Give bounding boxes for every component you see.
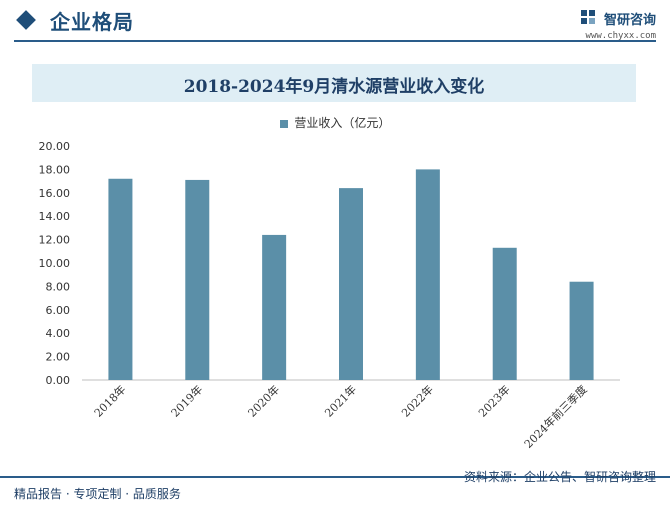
bar [492,247,517,380]
chart-title: 2018-2024年9月清水源营业收入变化 [183,77,485,97]
chart-title-band: 2018-2024年9月清水源营业收入变化 [32,64,636,102]
legend-swatch [279,119,288,128]
bar [185,179,210,380]
x-tick-label: 2020年 [245,382,282,419]
logo-name: 智研咨询 [603,13,656,28]
bar [339,188,363,380]
bar [108,178,133,380]
y-tick-label: 20.00 [39,140,71,153]
footer-tagline: 精品报告 · 专项定制 · 品质服务 [14,487,181,501]
header-divider [14,40,656,42]
logo-icon [580,9,596,29]
bar [415,169,440,380]
y-tick-label: 18.00 [39,163,71,176]
bar [569,281,594,380]
y-tick-label: 4.00 [46,327,71,340]
chart-legend: 营业收入（亿元） [0,114,670,131]
y-tick-label: 0.00 [46,374,71,387]
legend-label: 营业收入（亿元） [294,116,391,130]
y-tick-label: 12.00 [39,234,71,247]
footer-divider [0,476,670,478]
x-tick-label: 2019年 [168,382,205,419]
x-tick-label: 2018年 [91,382,128,419]
bar-chart: 0.00 2.00 4.00 6.00 8.00 10.00 12.00 14.00 16.00… [39,140,620,451]
y-tick-label: 16.00 [39,187,71,200]
data-source: 资料来源：企业公告、智研咨询整理 [463,470,656,484]
header: 企业格局 智研咨询 www.chyxx.com [0,0,670,44]
logo-url: www.chyxx.com [585,30,656,41]
y-tick-label: 6.00 [46,304,71,317]
y-tick-label: 8.00 [46,280,71,293]
y-tick-label: 10.00 [39,257,71,270]
x-tick-label: 2021年 [322,382,359,419]
y-tick-label: 14.00 [39,210,71,223]
y-tick-label: 2.00 [46,351,71,364]
x-tick-label: 2024年前三季度 [521,382,590,451]
bar [262,234,287,380]
section-title: 企业格局 [50,10,134,34]
x-tick-label: 2023年 [475,382,512,419]
x-tick-label: 2022年 [399,382,436,419]
footer: 精品报告 · 专项定制 · 品质服务 资料来源：企业公告、智研咨询整理 [0,470,670,505]
brand-logo: 智研咨询 www.chyxx.com [580,8,656,41]
